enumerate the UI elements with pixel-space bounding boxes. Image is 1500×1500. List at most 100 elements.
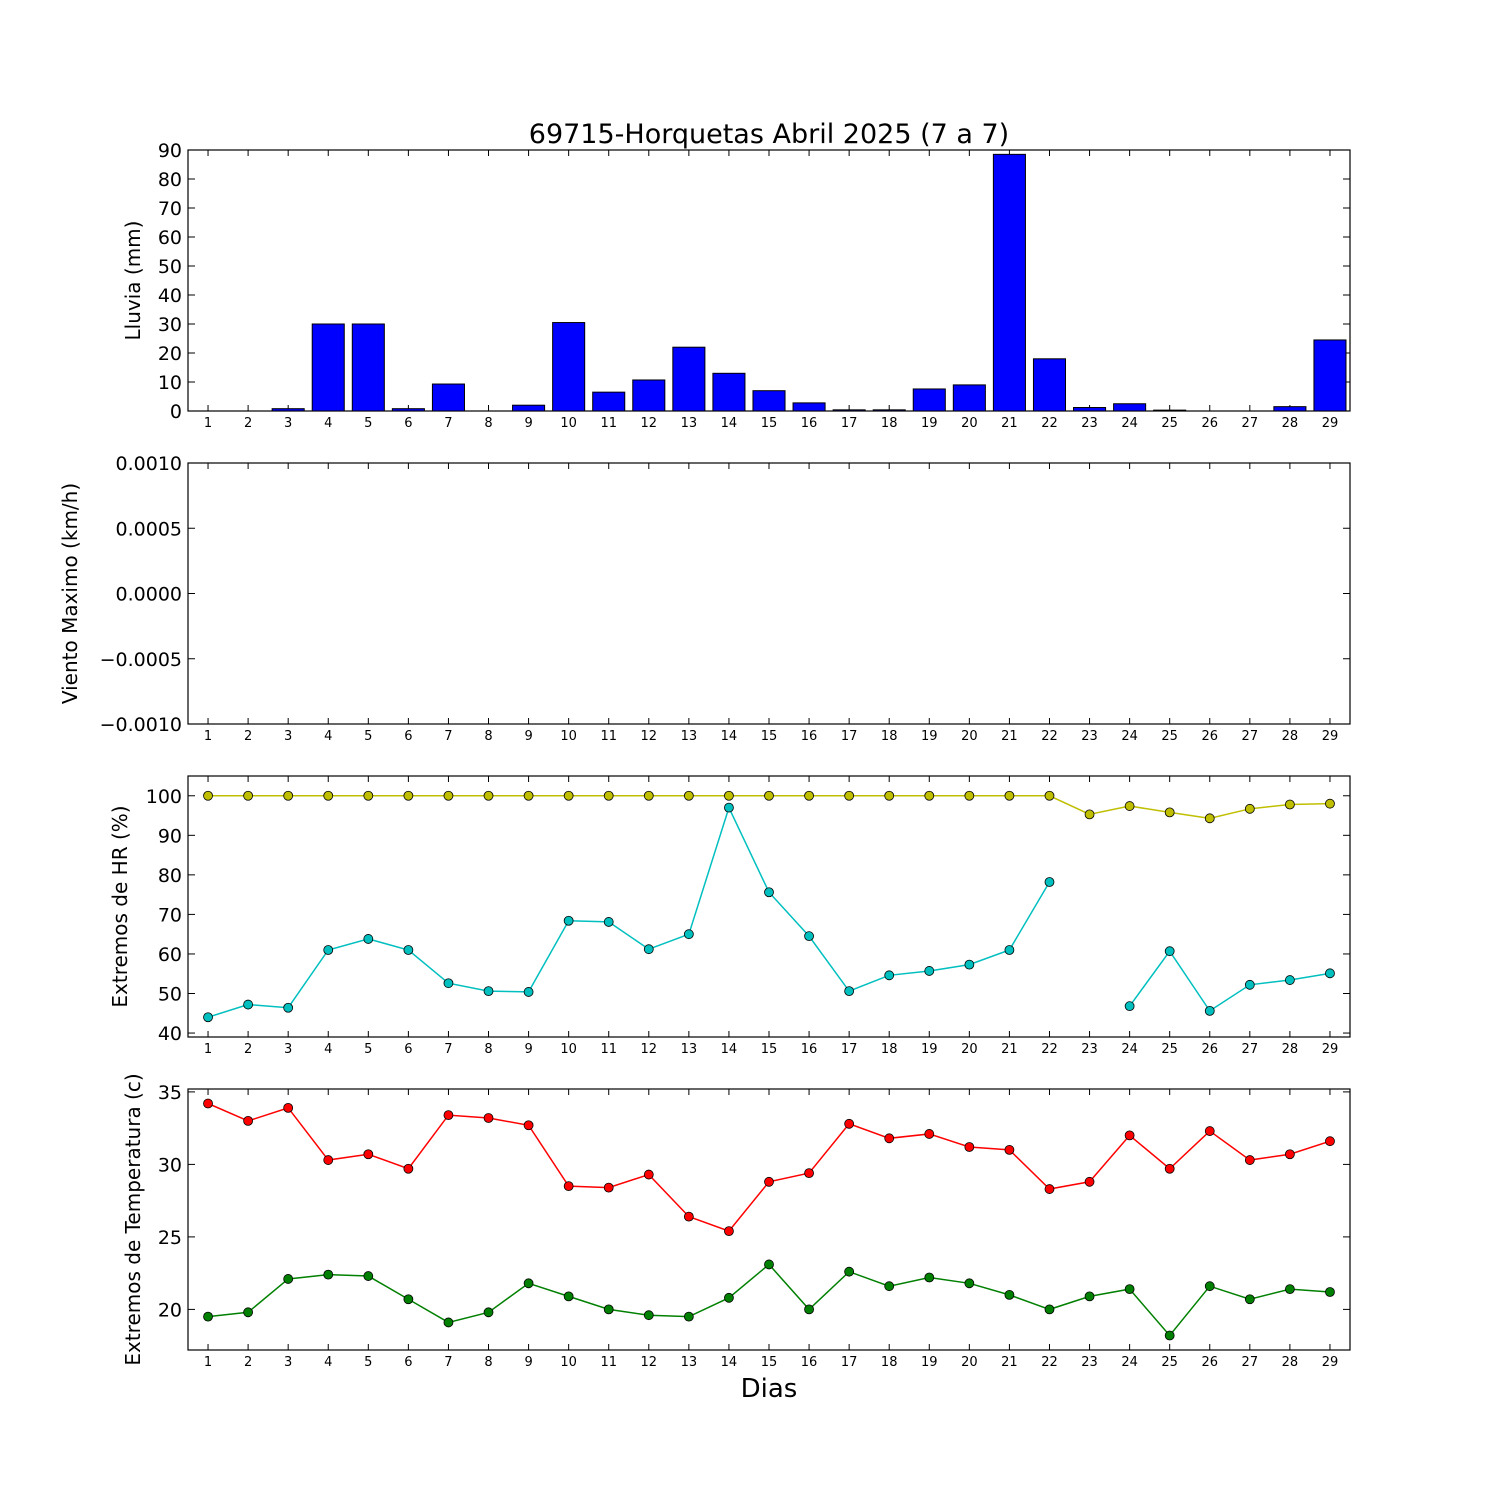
temperature-point [1124, 1284, 1135, 1294]
x-tick-label: 18 [881, 416, 898, 431]
x-tick-label: 12 [641, 416, 658, 431]
rain-bar [271, 408, 305, 412]
temperature-point [203, 1311, 213, 1322]
humidity-point [283, 1002, 294, 1013]
x-tick-label: 5 [364, 416, 372, 431]
temperature-point [403, 1294, 414, 1305]
y-tick-label: 80 [158, 865, 182, 887]
rain-bar [512, 404, 546, 412]
humidity-point [1004, 790, 1015, 801]
x-tick-label: 29 [1322, 1355, 1339, 1370]
x-tick-label: 13 [681, 1355, 698, 1370]
y-tick-label: −0.0010 [100, 714, 182, 736]
humidity-point [1124, 801, 1135, 811]
temperature-point [643, 1310, 654, 1321]
x-tick-label: 18 [881, 1355, 898, 1370]
x-tick-label: 23 [1081, 1355, 1098, 1370]
humidity-point [924, 966, 935, 976]
x-tick-label: 10 [560, 1042, 577, 1057]
humidity-point [563, 915, 574, 926]
x-tick-label: 7 [444, 1042, 452, 1057]
x-tick-label: 8 [484, 1042, 492, 1057]
temperature-point [243, 1307, 254, 1318]
humidity-point [964, 790, 975, 801]
x-tick-label: 1 [204, 729, 212, 744]
x-tick-label: 9 [524, 416, 532, 431]
humidity-point [764, 887, 774, 898]
x-tick-label: 27 [1242, 416, 1259, 431]
temperature-point [443, 1110, 454, 1120]
x-tick-label: 9 [524, 729, 532, 744]
x-tick-label: 14 [721, 416, 738, 431]
x-tick-label: 29 [1322, 416, 1339, 431]
x-tick-label: 22 [1041, 1042, 1058, 1057]
x-tick-label: 26 [1201, 1042, 1218, 1057]
x-tick-label: 8 [484, 729, 492, 744]
rain-bar [1032, 358, 1067, 412]
x-tick-label: 4 [324, 1355, 332, 1370]
temperature-point [203, 1098, 213, 1109]
x-tick-label: 5 [364, 1355, 372, 1370]
humidity-point [643, 944, 654, 955]
temperature-point [804, 1304, 814, 1315]
x-tick-label: 24 [1121, 1042, 1138, 1057]
x-tick-label: 20 [961, 416, 978, 431]
humidity-point [403, 945, 414, 955]
x-tick-label: 14 [721, 1042, 738, 1057]
humidity-point [683, 929, 694, 940]
x-tick-label: 10 [560, 1355, 577, 1370]
rain-bar [952, 384, 986, 412]
x-tick-label: 25 [1161, 1042, 1178, 1057]
x-tick-label: 24 [1121, 1355, 1138, 1370]
humidity-point [844, 790, 855, 801]
temperature-point [523, 1278, 534, 1289]
x-tick-label: 5 [364, 729, 372, 744]
x-tick-label: 6 [404, 416, 412, 431]
x-tick-label: 12 [641, 729, 658, 744]
temperature-point [483, 1113, 494, 1123]
y-tick-label: 100 [146, 786, 182, 808]
x-tick-label: 23 [1081, 416, 1098, 431]
y-tick-label: 10 [158, 372, 182, 394]
x-tick-label: 26 [1201, 416, 1218, 431]
humidity-point [1204, 1006, 1215, 1016]
x-tick-label: 14 [721, 1355, 738, 1370]
x-tick-label: 23 [1081, 729, 1098, 744]
y-tick-label: 90 [158, 140, 182, 162]
x-tick-label: 17 [841, 1042, 858, 1057]
temperature-point [363, 1149, 374, 1160]
x-axis-label: Dias [741, 1374, 798, 1404]
x-tick-label: 16 [801, 1355, 818, 1370]
x-tick-label: 11 [600, 1355, 617, 1370]
x-tick-label: 4 [324, 416, 332, 431]
temperature-point [1124, 1130, 1135, 1141]
x-tick-label: 12 [641, 1042, 658, 1057]
x-tick-label: 14 [721, 729, 738, 744]
temperature-point [683, 1311, 694, 1322]
rain-bar [311, 323, 345, 412]
humidity-point [1244, 979, 1255, 990]
y-tick-label: 35 [158, 1082, 182, 1104]
temperature-point [363, 1271, 374, 1281]
x-tick-label: 17 [841, 729, 858, 744]
x-tick-label: 17 [841, 416, 858, 431]
y-tick-label: 60 [158, 944, 182, 966]
temperature-point [924, 1129, 935, 1139]
temperature-point [1004, 1145, 1015, 1155]
y-tick-label: 20 [158, 343, 182, 365]
x-tick-label: 16 [801, 1042, 818, 1057]
humidity-point [1124, 1001, 1135, 1012]
y-tick-label: 40 [158, 1023, 182, 1045]
rain-bar [712, 372, 746, 412]
temperature-point [1204, 1281, 1215, 1292]
x-tick-label: 3 [284, 1355, 292, 1370]
y-tick-label: 80 [158, 169, 182, 191]
humidity-point [323, 945, 334, 955]
temperature-point [764, 1176, 774, 1187]
rain-bar [872, 409, 906, 412]
rain-bar [1113, 403, 1147, 412]
temperature-point [1164, 1163, 1175, 1174]
humidity-point [603, 917, 614, 927]
